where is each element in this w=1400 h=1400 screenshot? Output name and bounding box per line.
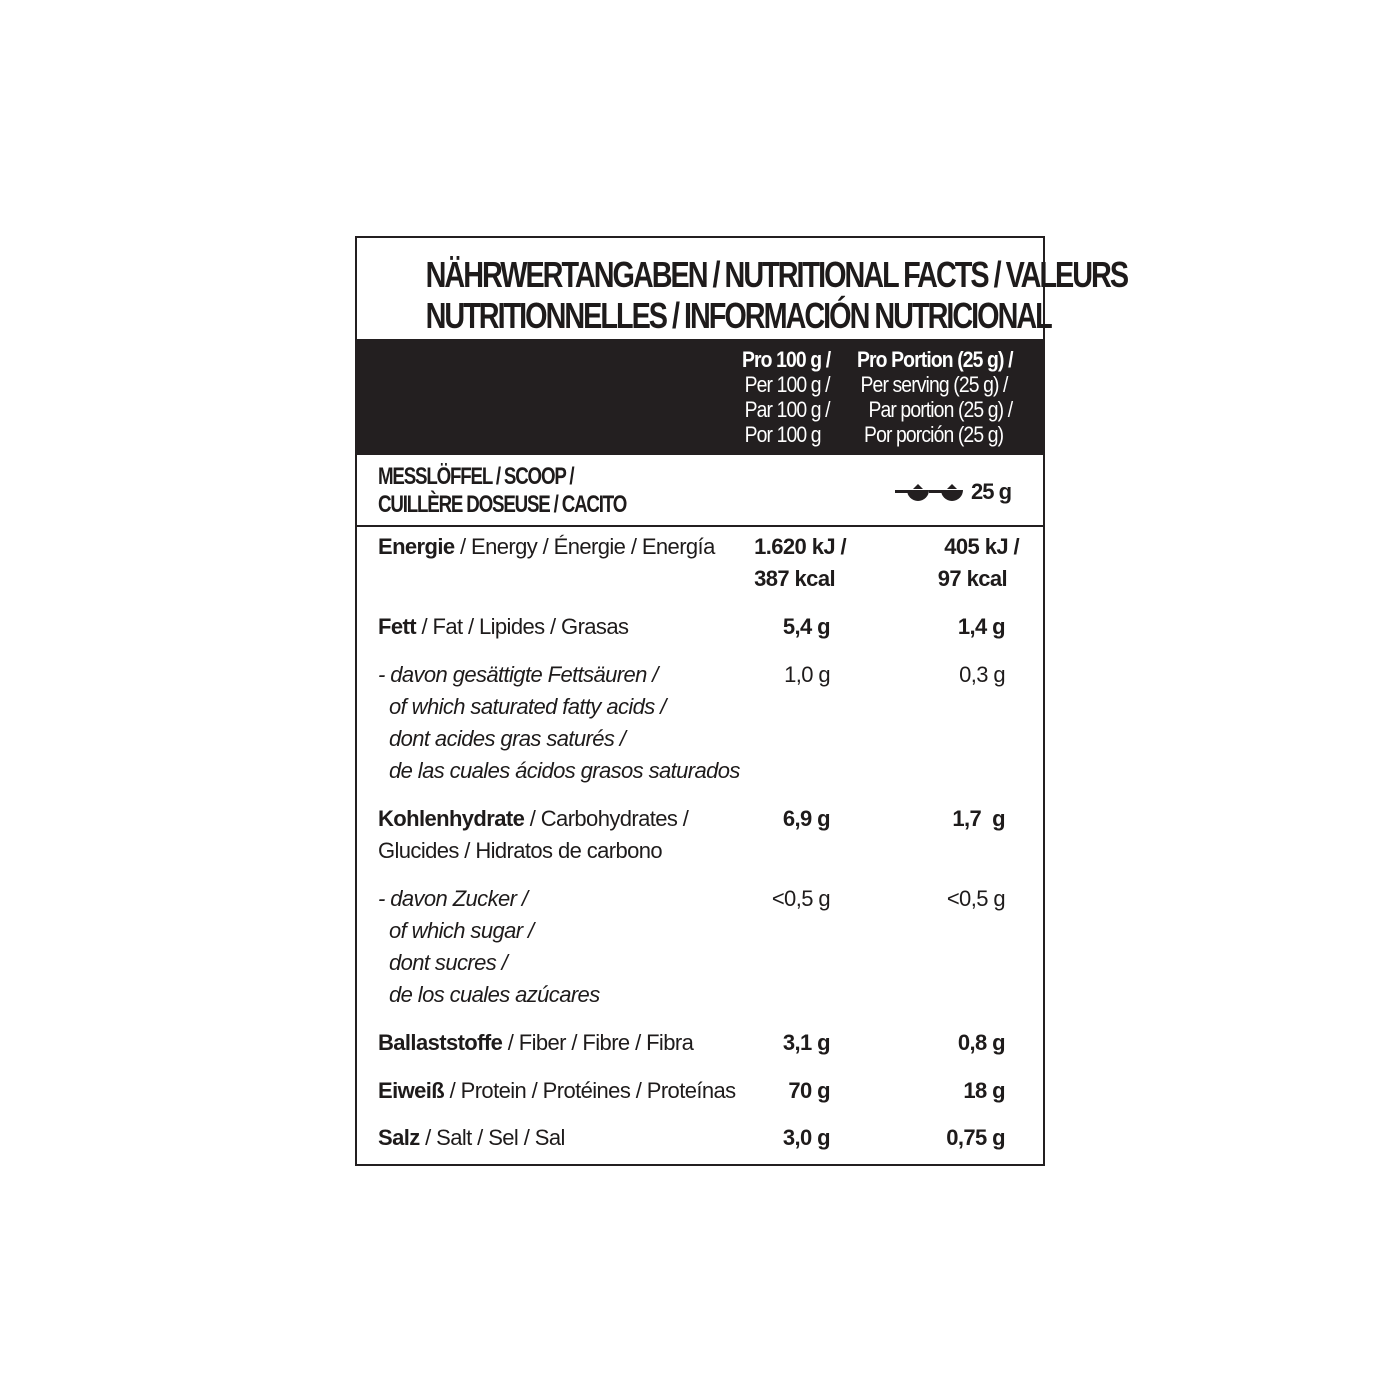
label-line: Glucides / Hidratos de carbono: [378, 838, 663, 863]
value-per-serving: 0,8 g: [957, 1030, 1006, 1055]
scoop-label-line: CUILLÈRE DOSEUSE / CACITO: [378, 491, 627, 518]
label-rest: / Fiber / Fibre / Fibra: [502, 1030, 694, 1055]
label-line: dont sucres /: [389, 950, 508, 975]
label-line: - davon gesättigte Fettsäuren /: [378, 662, 658, 687]
label-rest: / Energy / Énergie / Energía: [454, 534, 715, 559]
row-label: Eiweiß / Protein / Protéines / Proteínas: [378, 1075, 736, 1107]
label-bold: Eiweiß: [378, 1078, 445, 1103]
label-bold: Salz: [378, 1125, 420, 1150]
value-per-serving: 1,7 g: [952, 806, 1005, 831]
value-per-100g: 6,9 g: [782, 806, 831, 831]
value-line: 405 kJ /: [944, 534, 1019, 559]
label-line: of which saturated fatty acids /: [389, 694, 666, 719]
row-label: Kohlenhydrate / Carbohydrates / Glucides …: [378, 803, 689, 867]
value-line: 1.620 kJ /: [754, 534, 846, 559]
table-title: NÄHRWERTANGABEN / NUTRITIONAL FACTS / VA…: [357, 238, 1129, 338]
label-rest: / Protein / Protéines / Proteínas: [444, 1078, 737, 1103]
row-label: Salz / Salt / Sel / Sal: [378, 1122, 565, 1154]
scoop-label: MESSLÖFFEL / SCOOP / CUILLÈRE DOSEUSE / …: [378, 463, 696, 519]
row-label: - davon gesättigte Fettsäuren / of which…: [378, 659, 740, 787]
nutrition-facts-table: NÄHRWERTANGABEN / NUTRITIONAL FACTS / VA…: [355, 236, 1129, 1166]
scoop-row: MESSLÖFFEL / SCOOP / CUILLÈRE DOSEUSE / …: [357, 455, 1043, 527]
scoop-icon: [895, 484, 963, 501]
value-per-serving: 18 g: [963, 1078, 1005, 1103]
header-text: Por porción (25 g): [864, 422, 1004, 447]
header-text: Pro Portion (25 g) /: [857, 347, 1013, 372]
title-line-1: NÄHRWERTANGABEN / NUTRITIONAL FACTS / VA…: [425, 254, 1129, 295]
value-per-serving: 0,3 g: [959, 662, 1006, 687]
row-label: Fett / Fat / Lipides / Grasas: [378, 611, 629, 643]
value-per-100g: 5,4 g: [782, 614, 831, 639]
column-header: Pro 100 g / Per 100 g / Par 100 g / Por …: [357, 339, 1043, 455]
label-rest: / Fat / Lipides / Grasas: [415, 614, 629, 639]
label-bold: Kohlenhydrate: [378, 806, 525, 831]
header-text: Per serving (25 g) /: [860, 372, 1009, 397]
title-line-2: NUTRITIONNELLES / INFORMACIÓN NUTRICIONA…: [425, 295, 1053, 336]
row-label: Ballaststoffe / Fiber / Fibre / Fibra: [378, 1027, 694, 1059]
header-text: Par 100 g /: [744, 397, 831, 422]
value-per-100g: 1,0 g: [784, 662, 831, 687]
row-label: Energie / Energy / Énergie / Energía: [378, 531, 715, 563]
scoop-amount-text: 25 g: [971, 479, 1012, 504]
row-label: - davon Zucker / of which sugar / dont s…: [378, 883, 600, 1011]
label-rest: / Carbohydrates /: [524, 806, 689, 831]
value-per-100g: 1.620 kJ / 387 kcal: [754, 531, 846, 595]
per-serving-header: Pro Portion (25 g) / Per serving (25 g) …: [857, 347, 1034, 447]
label-line: de las cuales ácidos grasos saturados: [389, 758, 740, 783]
value-per-100g: 70 g: [788, 1078, 830, 1103]
label-bold: Ballaststoffe: [378, 1030, 503, 1055]
value-per-100g: 3,1 g: [782, 1030, 831, 1055]
scoop-amount: 25 g: [895, 479, 1012, 505]
label-line: - davon Zucker /: [378, 886, 528, 911]
label-rest: / Salt / Sel / Sal: [419, 1125, 565, 1150]
label-line: de los cuales azúcares: [389, 982, 600, 1007]
header-text: Por 100 g: [744, 422, 822, 447]
per-100g-header: Pro 100 g / Per 100 g / Par 100 g / Por …: [742, 347, 842, 447]
header-text: Per 100 g /: [744, 372, 831, 397]
label-bold: Fett: [378, 614, 417, 639]
value-per-serving: <0,5 g: [946, 886, 1006, 911]
label-bold: Energie: [378, 534, 455, 559]
label-line: dont acides gras saturés /: [389, 726, 626, 751]
value-per-100g: <0,5 g: [771, 886, 831, 911]
scoop-label-line: MESSLÖFFEL / SCOOP /: [378, 463, 575, 490]
value-per-serving: 1,4 g: [957, 614, 1006, 639]
header-text: Pro 100 g /: [742, 347, 831, 372]
value-per-100g: 3,0 g: [782, 1125, 831, 1150]
value-line: 387 kcal: [754, 566, 835, 591]
value-per-serving: 405 kJ / 97 kcal: [937, 531, 1020, 595]
value-per-serving: 0,75 g: [946, 1125, 1005, 1150]
label-line: of which sugar /: [389, 918, 534, 943]
header-text: Par portion (25 g) /: [868, 397, 1013, 422]
value-line: 97 kcal: [937, 566, 1008, 591]
